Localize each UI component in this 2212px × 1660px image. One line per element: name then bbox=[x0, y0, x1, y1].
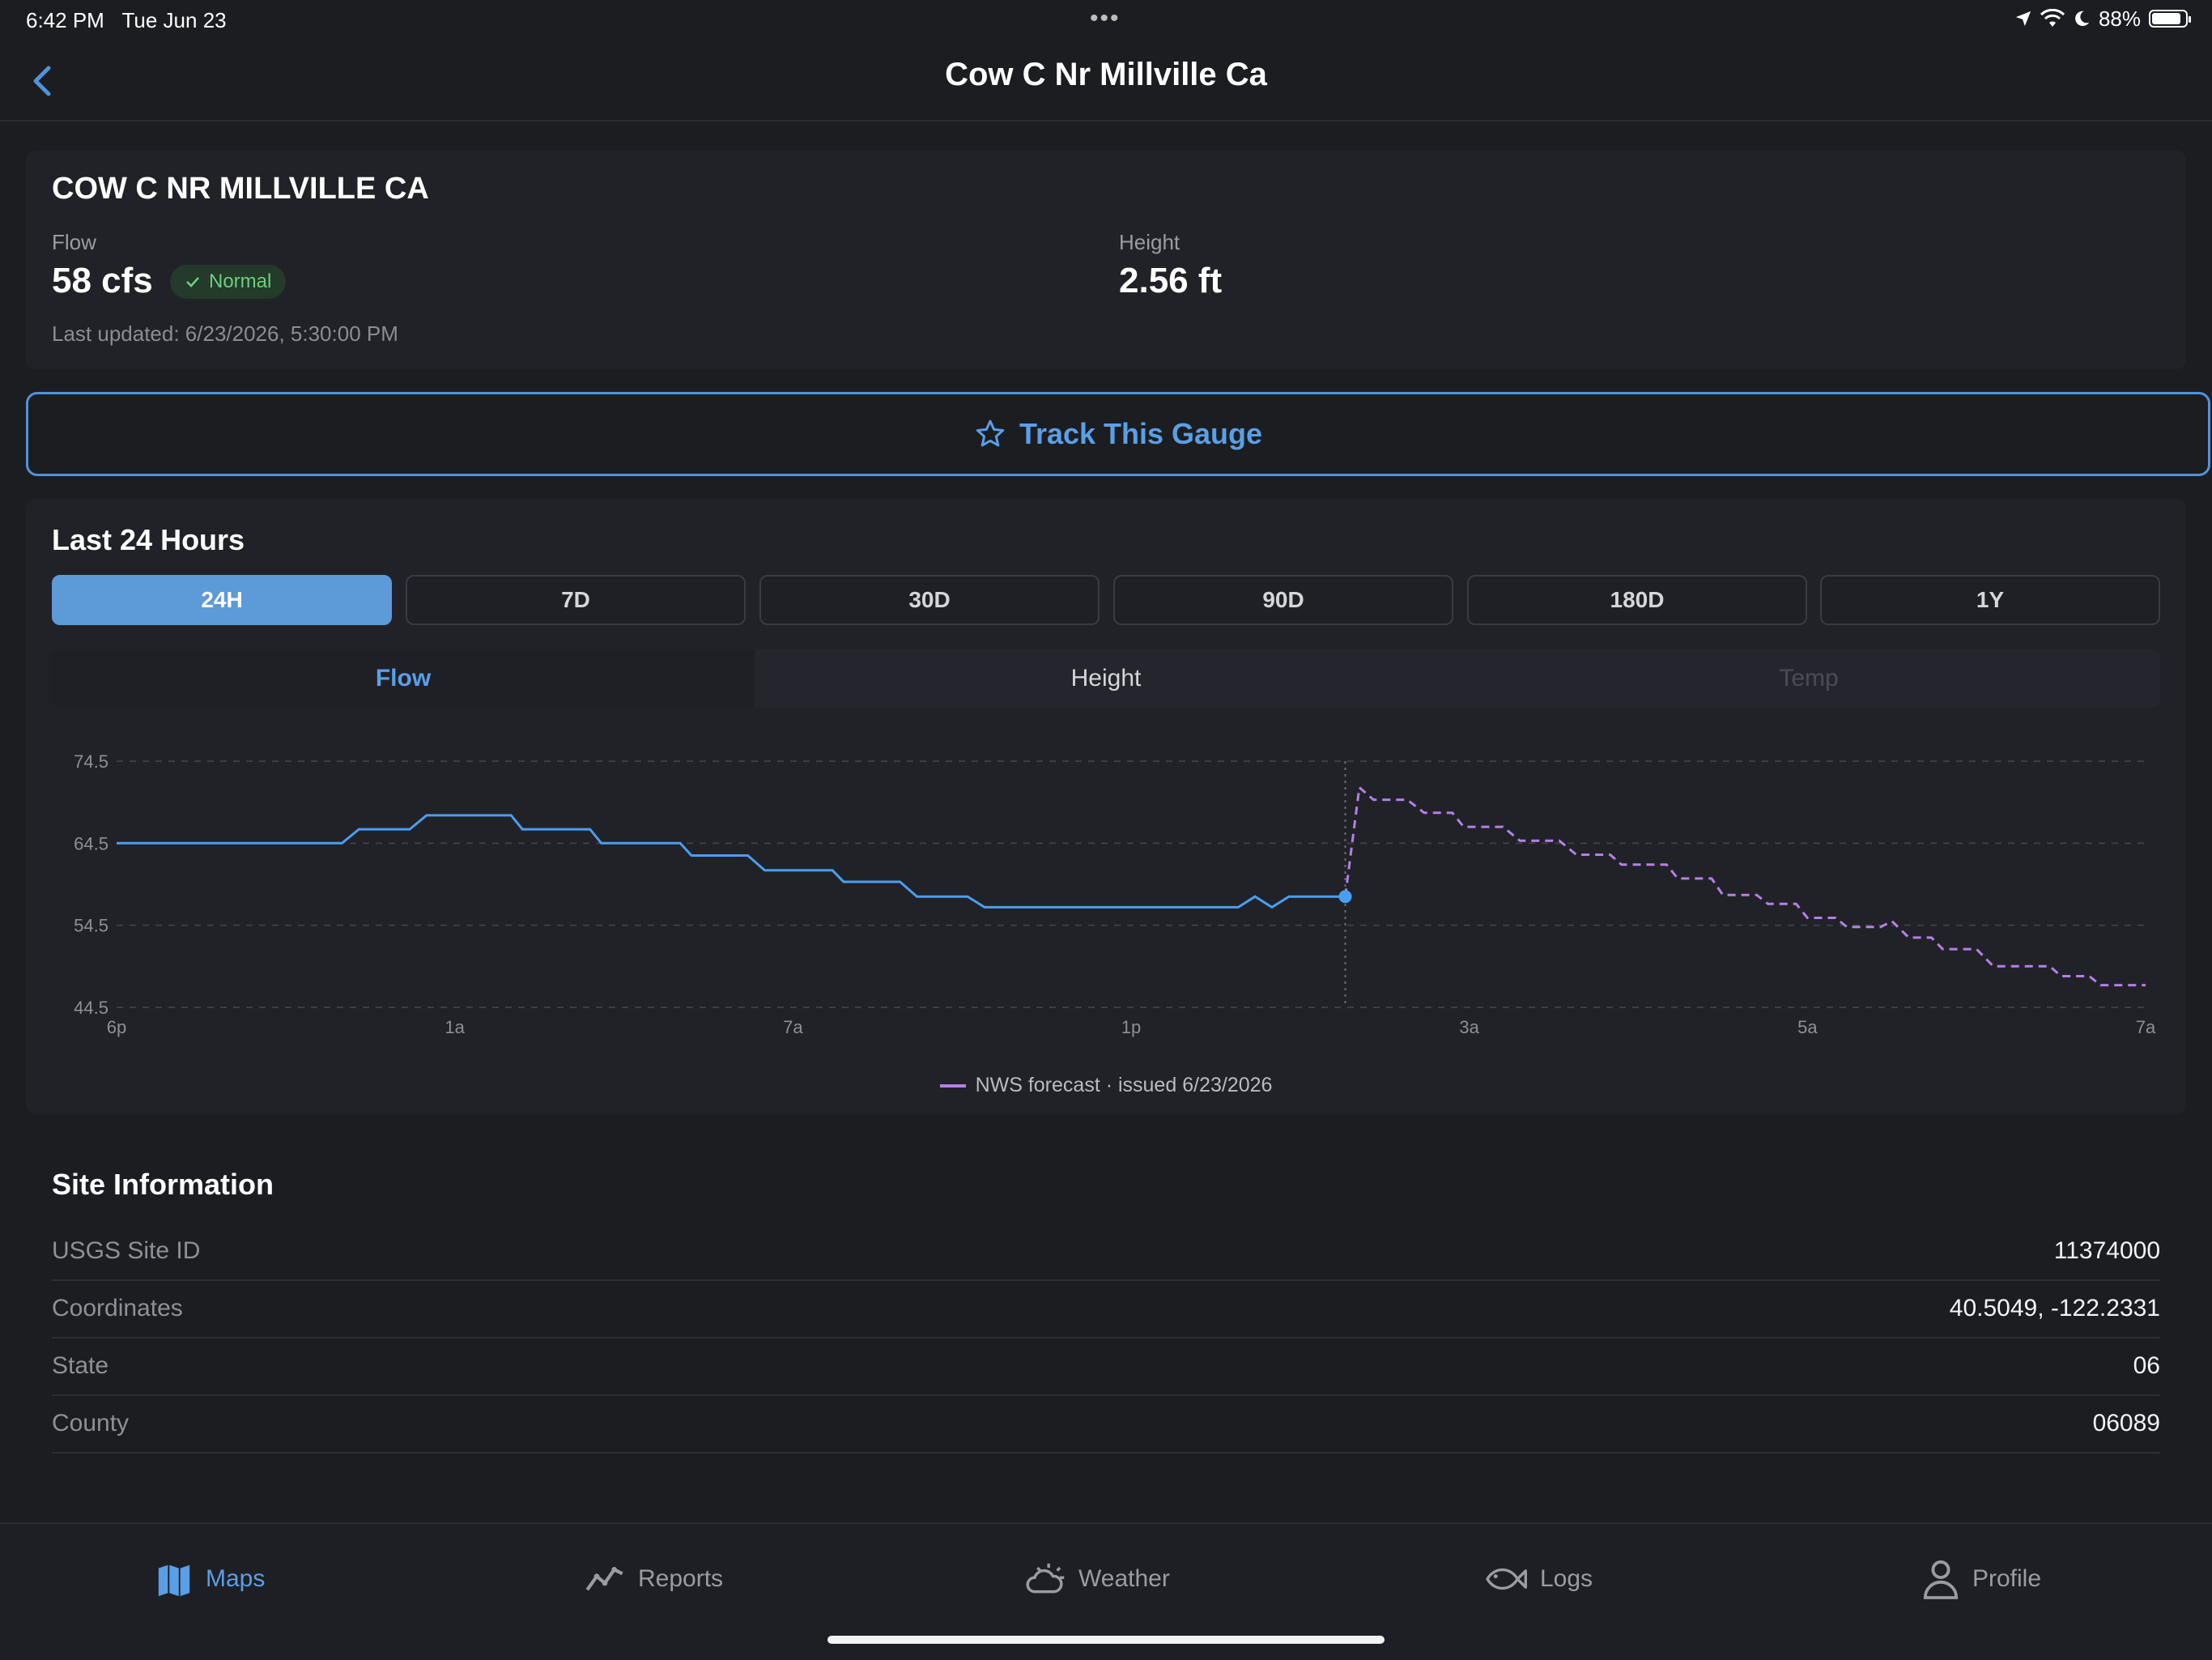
info-label: County bbox=[52, 1410, 130, 1437]
gauge-summary-card bbox=[26, 151, 2186, 369]
fish-icon bbox=[1486, 1568, 1527, 1590]
x-tick-label: 1p bbox=[1121, 1017, 1141, 1037]
y-tick-label: 54.5 bbox=[74, 916, 108, 936]
series-line-observed bbox=[117, 814, 1346, 909]
location-icon bbox=[2015, 11, 2031, 27]
series-line-forecast bbox=[1344, 785, 2146, 987]
battery-percent: 88% bbox=[2098, 6, 2141, 31]
multitasking-dots[interactable]: ••• bbox=[1090, 5, 1121, 32]
weather-icon bbox=[1026, 1563, 1065, 1594]
flow-chart: 74.5 64.5 54.5 44.56p 1a 7a 1p 3a 5a 7a bbox=[74, 751, 2156, 1037]
range-24h-button[interactable]: 24H bbox=[52, 575, 392, 625]
info-value: 40.5049, -122.2331 bbox=[1949, 1295, 2160, 1322]
x-tick-label: 6p bbox=[107, 1017, 126, 1037]
page-title: Cow C Nr Millville Ca bbox=[945, 57, 1267, 92]
x-tick-label: 7a bbox=[783, 1017, 803, 1037]
tab-maps[interactable]: Maps bbox=[155, 1555, 265, 1603]
y-tick-label: 74.5 bbox=[74, 751, 108, 772]
info-label: State bbox=[52, 1352, 109, 1379]
chart-legend: NWS forecast · issued 6/23/2026 bbox=[0, 1074, 2212, 1097]
y-tick-label: 44.5 bbox=[74, 998, 108, 1018]
map-icon bbox=[158, 1564, 190, 1597]
home-indicator[interactable] bbox=[827, 1636, 1385, 1644]
status-date: Tue Jun 23 bbox=[121, 8, 227, 32]
chart-section-title: Last 24 Hours bbox=[52, 523, 245, 556]
tab-logs-label: Logs bbox=[1540, 1565, 1593, 1592]
tab-weather[interactable]: Weather bbox=[1023, 1555, 1170, 1603]
tab-weather-label: Weather bbox=[1078, 1565, 1170, 1592]
legend-swatch-forecast bbox=[939, 1083, 966, 1088]
x-tick-label: 1a bbox=[445, 1017, 465, 1037]
battery-level bbox=[2152, 13, 2180, 24]
tab-temp[interactable]: Temp bbox=[1779, 665, 1839, 692]
info-value: 06089 bbox=[2092, 1410, 2160, 1437]
height-label: Height bbox=[1119, 230, 1180, 254]
flow-label: Flow bbox=[52, 230, 96, 254]
info-row-coordinates: Coordinates 40.5049, -122.2331 bbox=[52, 1280, 2160, 1339]
back-button[interactable] bbox=[18, 57, 66, 105]
wifi-icon bbox=[2040, 9, 2065, 27]
legend-label: NWS forecast · issued 6/23/2026 bbox=[975, 1074, 1273, 1096]
height-value: 2.56 ft bbox=[1119, 261, 1223, 300]
tab-height[interactable]: Height bbox=[1070, 665, 1142, 692]
info-row-state: State 06 bbox=[52, 1338, 2160, 1396]
navigation-bar bbox=[0, 49, 2212, 121]
tab-flow[interactable]: Flow bbox=[52, 649, 755, 708]
info-value: 11374000 bbox=[2053, 1237, 2160, 1264]
status-badge-label: Normal bbox=[209, 270, 272, 292]
battery-icon bbox=[2149, 10, 2191, 28]
moon-icon bbox=[2075, 11, 2090, 27]
metric-segmented-control: Flow Height Temp bbox=[52, 649, 2160, 708]
tab-profile-label: Profile bbox=[1972, 1565, 2042, 1592]
chevron-left-icon bbox=[33, 66, 51, 96]
site-info-title: Site Information bbox=[52, 1168, 274, 1201]
info-row-county: County 06089 bbox=[52, 1395, 2160, 1454]
range-7d-button[interactable]: 7D bbox=[406, 575, 746, 625]
track-gauge-button[interactable]: Track This Gauge bbox=[26, 392, 2210, 476]
reports-icon bbox=[585, 1567, 623, 1591]
range-30d-button[interactable]: 30D bbox=[759, 575, 1100, 625]
tab-maps-label: Maps bbox=[206, 1565, 266, 1592]
last-updated: Last updated: 6/23/2026, 5:30:00 PM bbox=[52, 321, 398, 346]
range-180d-button[interactable]: 180D bbox=[1467, 575, 1807, 625]
star-icon bbox=[976, 419, 1005, 447]
info-value: 06 bbox=[2133, 1352, 2160, 1379]
range-1y-button[interactable]: 1Y bbox=[1820, 575, 2160, 625]
x-tick-label: 5a bbox=[1797, 1017, 1818, 1037]
status-badge: Normal bbox=[170, 265, 287, 299]
info-row-site-id: USGS Site ID 11374000 bbox=[52, 1223, 2160, 1281]
range-90d-button[interactable]: 90D bbox=[1113, 575, 1453, 625]
status-time: 6:42 PM Tue Jun 23 bbox=[26, 8, 227, 32]
x-tick-label: 7a bbox=[2136, 1017, 2156, 1037]
tab-logs[interactable]: Logs bbox=[1483, 1555, 1593, 1603]
checkmark-icon bbox=[186, 277, 199, 287]
tab-reports[interactable]: Reports bbox=[585, 1555, 723, 1603]
info-label: USGS Site ID bbox=[52, 1237, 201, 1264]
tab-profile[interactable]: Profile bbox=[1922, 1555, 2041, 1603]
profile-icon bbox=[1923, 1560, 1959, 1599]
tab-reports-label: Reports bbox=[638, 1565, 724, 1592]
track-gauge-label: Track This Gauge bbox=[1019, 417, 1263, 450]
status-indicators: 88% bbox=[2014, 6, 2191, 31]
info-label: Coordinates bbox=[52, 1295, 183, 1322]
gauge-name: COW C NR MILLVILLE CA bbox=[52, 172, 429, 206]
flow-value: 58 cfs bbox=[52, 261, 153, 300]
latest-point bbox=[1338, 890, 1352, 904]
y-tick-label: 64.5 bbox=[74, 833, 108, 853]
x-tick-label: 3a bbox=[1459, 1017, 1479, 1037]
